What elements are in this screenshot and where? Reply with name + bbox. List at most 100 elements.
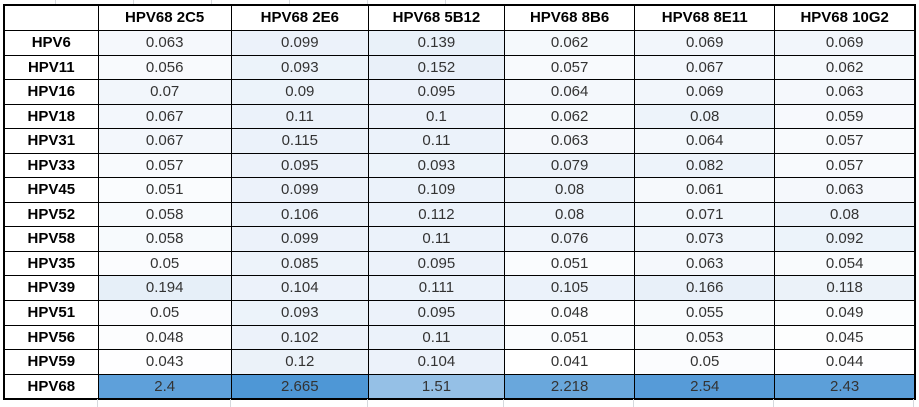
row-label[interactable]: HPV11 <box>3 54 99 81</box>
row-label[interactable]: HPV33 <box>3 152 99 179</box>
value-cell[interactable]: 0.057 <box>774 152 916 179</box>
value-cell[interactable]: 0.055 <box>634 300 776 326</box>
value-cell[interactable]: 0.099 <box>230 30 369 56</box>
value-cell[interactable]: 0.067 <box>97 103 232 130</box>
row-label[interactable]: HPV45 <box>3 177 99 203</box>
value-cell[interactable]: 0.095 <box>367 250 506 277</box>
value-cell[interactable]: 0.082 <box>634 152 776 179</box>
value-cell[interactable]: 0.102 <box>230 324 369 351</box>
row-label[interactable]: HPV51 <box>3 300 99 326</box>
value-cell[interactable]: 0.07 <box>97 79 232 105</box>
value-cell[interactable]: 2.665 <box>230 373 369 400</box>
value-cell[interactable]: 0.05 <box>97 300 232 326</box>
row-label[interactable]: HPV16 <box>3 79 99 105</box>
value-cell[interactable]: 0.076 <box>504 226 636 252</box>
value-cell[interactable]: 0.048 <box>97 324 232 351</box>
column-header[interactable]: HPV68 8E11 <box>634 4 776 31</box>
value-cell[interactable]: 0.053 <box>634 324 776 351</box>
value-cell[interactable]: 0.11 <box>367 324 506 351</box>
value-cell[interactable]: 0.063 <box>774 177 916 203</box>
value-cell[interactable]: 0.105 <box>504 275 636 302</box>
value-cell[interactable]: 2.43 <box>774 373 916 400</box>
value-cell[interactable]: 1.51 <box>367 373 506 400</box>
value-cell[interactable]: 0.057 <box>504 54 636 81</box>
value-cell[interactable]: 0.08 <box>504 201 636 228</box>
value-cell[interactable]: 0.194 <box>97 275 232 302</box>
value-cell[interactable]: 0.08 <box>634 103 776 130</box>
value-cell[interactable]: 0.095 <box>367 300 506 326</box>
value-cell[interactable]: 0.049 <box>774 300 916 326</box>
value-cell[interactable]: 0.095 <box>367 79 506 105</box>
value-cell[interactable]: 0.069 <box>634 30 776 56</box>
value-cell[interactable]: 0.057 <box>774 128 916 154</box>
value-cell[interactable]: 0.064 <box>634 128 776 154</box>
value-cell[interactable]: 0.044 <box>774 349 916 375</box>
row-label[interactable]: HPV52 <box>3 201 99 228</box>
row-label[interactable]: HPV56 <box>3 324 99 351</box>
row-label[interactable]: HPV59 <box>3 349 99 375</box>
value-cell[interactable]: 0.054 <box>774 250 916 277</box>
value-cell[interactable]: 0.058 <box>97 226 232 252</box>
value-cell[interactable]: 0.085 <box>230 250 369 277</box>
row-label[interactable]: HPV31 <box>3 128 99 154</box>
value-cell[interactable]: 0.05 <box>97 250 232 277</box>
value-cell[interactable]: 0.166 <box>634 275 776 302</box>
value-cell[interactable]: 0.099 <box>230 226 369 252</box>
value-cell[interactable]: 0.05 <box>634 349 776 375</box>
value-cell[interactable]: 0.112 <box>367 201 506 228</box>
value-cell[interactable]: 0.058 <box>97 201 232 228</box>
column-header[interactable]: HPV68 5B12 <box>367 4 506 31</box>
value-cell[interactable]: 0.093 <box>230 54 369 81</box>
value-cell[interactable]: 0.051 <box>97 177 232 203</box>
value-cell[interactable]: 2.4 <box>97 373 232 400</box>
value-cell[interactable]: 0.115 <box>230 128 369 154</box>
value-cell[interactable]: 0.067 <box>634 54 776 81</box>
value-cell[interactable]: 0.051 <box>504 250 636 277</box>
value-cell[interactable]: 0.111 <box>367 275 506 302</box>
value-cell[interactable]: 0.062 <box>504 30 636 56</box>
value-cell[interactable]: 0.08 <box>504 177 636 203</box>
value-cell[interactable]: 0.118 <box>774 275 916 302</box>
row-label[interactable]: HPV58 <box>3 226 99 252</box>
value-cell[interactable]: 0.09 <box>230 79 369 105</box>
value-cell[interactable]: 0.11 <box>230 103 369 130</box>
row-label[interactable]: HPV68 <box>3 373 99 400</box>
row-label[interactable]: HPV6 <box>3 30 99 56</box>
value-cell[interactable]: 0.067 <box>97 128 232 154</box>
row-label[interactable]: HPV18 <box>3 103 99 130</box>
value-cell[interactable]: 0.043 <box>97 349 232 375</box>
value-cell[interactable]: 0.139 <box>367 30 506 56</box>
value-cell[interactable]: 0.073 <box>634 226 776 252</box>
value-cell[interactable]: 0.093 <box>230 300 369 326</box>
value-cell[interactable]: 0.071 <box>634 201 776 228</box>
row-label[interactable]: HPV39 <box>3 275 99 302</box>
value-cell[interactable]: 0.11 <box>367 226 506 252</box>
value-cell[interactable]: 0.152 <box>367 54 506 81</box>
value-cell[interactable]: 0.057 <box>97 152 232 179</box>
value-cell[interactable]: 0.063 <box>774 79 916 105</box>
value-cell[interactable]: 0.063 <box>634 250 776 277</box>
value-cell[interactable]: 0.069 <box>634 79 776 105</box>
column-header[interactable]: HPV68 8B6 <box>504 4 636 31</box>
value-cell[interactable]: 0.079 <box>504 152 636 179</box>
row-label[interactable]: HPV35 <box>3 250 99 277</box>
value-cell[interactable]: 0.092 <box>774 226 916 252</box>
column-header[interactable]: HPV68 2C5 <box>97 4 232 31</box>
value-cell[interactable]: 2.218 <box>504 373 636 400</box>
value-cell[interactable]: 0.099 <box>230 177 369 203</box>
value-cell[interactable]: 0.064 <box>504 79 636 105</box>
column-header[interactable]: HPV68 10G2 <box>774 4 916 31</box>
value-cell[interactable]: 2.54 <box>634 373 776 400</box>
value-cell[interactable]: 0.104 <box>230 275 369 302</box>
value-cell[interactable]: 0.063 <box>97 30 232 56</box>
value-cell[interactable]: 0.095 <box>230 152 369 179</box>
value-cell[interactable]: 0.093 <box>367 152 506 179</box>
value-cell[interactable]: 0.056 <box>97 54 232 81</box>
value-cell[interactable]: 0.104 <box>367 349 506 375</box>
value-cell[interactable]: 0.106 <box>230 201 369 228</box>
column-header[interactable]: HPV68 2E6 <box>230 4 369 31</box>
value-cell[interactable]: 0.059 <box>774 103 916 130</box>
value-cell[interactable]: 0.12 <box>230 349 369 375</box>
value-cell[interactable]: 0.061 <box>634 177 776 203</box>
value-cell[interactable]: 0.048 <box>504 300 636 326</box>
